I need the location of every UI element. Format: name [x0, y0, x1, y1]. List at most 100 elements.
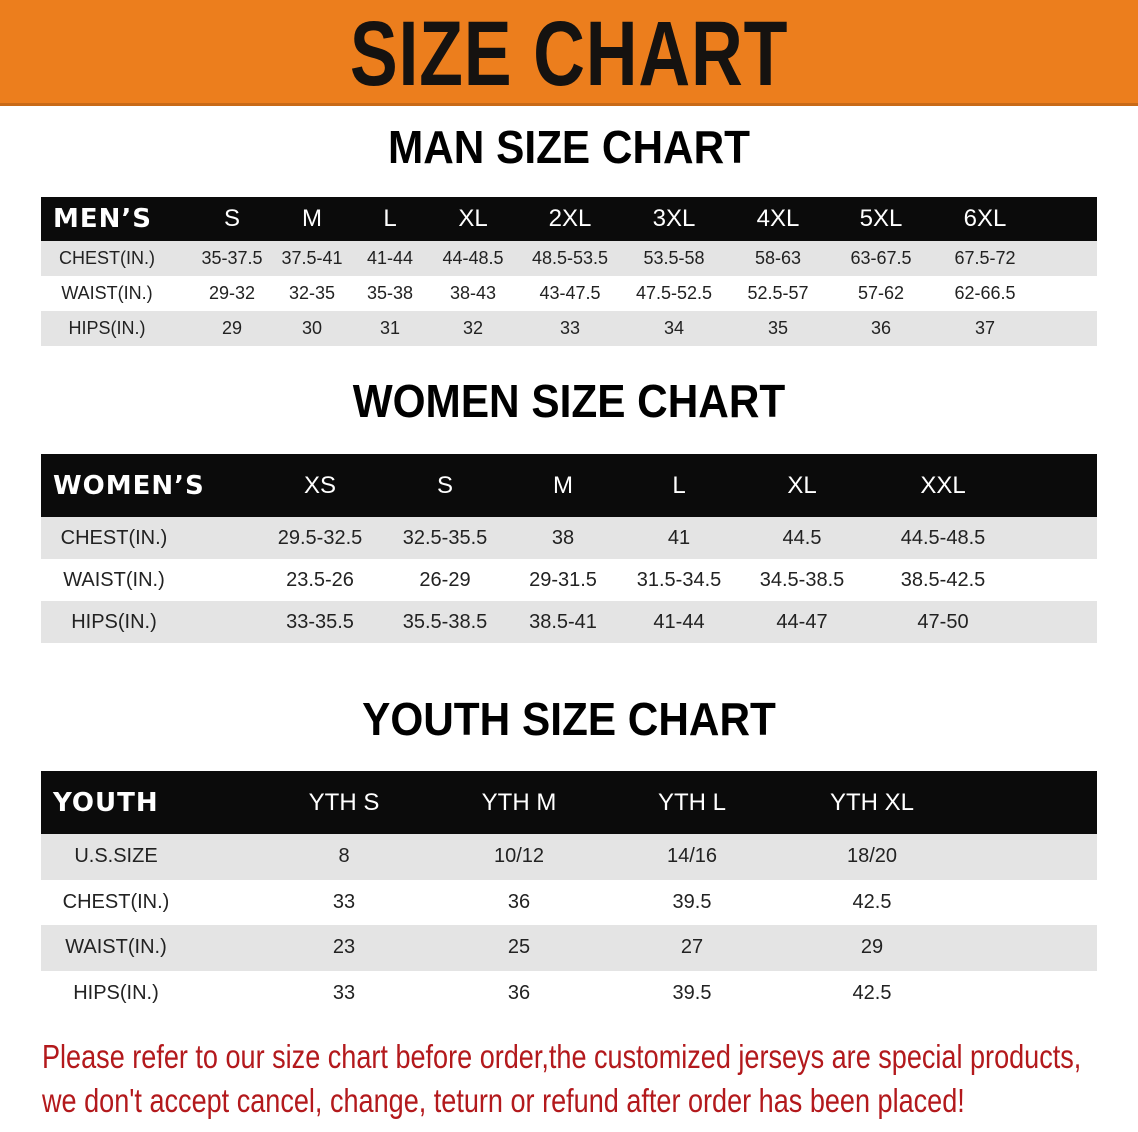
measurement-value: 41-44: [653, 610, 705, 633]
size-header: L: [672, 471, 686, 499]
measurement-label: U.S.SIZE: [74, 845, 158, 868]
size-header: 3XL: [652, 205, 696, 232]
measurement-value: 14/16: [666, 845, 718, 868]
measurement-value: 32: [462, 318, 484, 338]
size-header: YTH M: [481, 788, 557, 816]
table-row: WAIST(IN.) 29-32 32-35 35-38 38-43 43-47.5 47.…: [41, 276, 1097, 311]
measurement-value: 43-47.5: [539, 283, 601, 303]
measurement-value: 47.5-52.5: [635, 283, 713, 303]
measurement-value: 35-37.5: [201, 248, 263, 268]
measurement-value: 32-35: [288, 283, 336, 303]
size-header: 2XL: [548, 205, 592, 232]
size-header: 6XL: [963, 205, 1007, 232]
measurement-value: 27: [680, 936, 704, 959]
measurement-value: 26-29: [419, 568, 471, 591]
measurement-value: 29.5-32.5: [277, 526, 363, 549]
measurement-value: 42.5: [852, 981, 892, 1004]
measurement-value: 36: [870, 318, 892, 338]
size-header: YTH L: [657, 788, 727, 816]
measurement-value: 18/20: [846, 845, 898, 868]
measurement-label: WAIST(IN.): [61, 283, 153, 303]
measurement-value: 37: [974, 318, 996, 338]
measurement-value: 23: [332, 936, 356, 959]
women-size-table: WOMEN’S XS S M L XL XXL CHEST(IN.) 29.5-32.5 32.5…: [41, 454, 1097, 643]
size-header: S: [223, 205, 241, 232]
measurement-value: 44.5-48.5: [900, 526, 986, 549]
measurement-value: 10/12: [493, 845, 545, 868]
measurement-value: 41-44: [366, 248, 414, 268]
measurement-value: 67.5-72: [954, 248, 1016, 268]
measurement-value: 33: [332, 981, 356, 1004]
header-label: MEN’S: [53, 204, 152, 234]
measurement-label: HIPS(IN.): [71, 610, 157, 633]
measurement-value: 63-67.5: [850, 248, 912, 268]
youth-section-title: YOUTH SIZE CHART: [362, 693, 776, 745]
measurement-value: 29-32: [208, 283, 256, 303]
table-row: CHEST(IN.) 33 36 39.5 42.5: [41, 879, 1097, 925]
measurement-value: 30: [301, 318, 323, 338]
measurement-value: 29-31.5: [529, 568, 597, 591]
size-header: YTH XL: [829, 788, 915, 816]
measurement-value: 35: [767, 318, 789, 338]
measurement-label: WAIST(IN.): [65, 936, 167, 959]
table-row: HIPS(IN.) 33-35.5 35.5-38.5 38.5-41 41-44 44-…: [41, 601, 1097, 643]
measurement-label: CHEST(IN.): [60, 526, 168, 549]
youth-header-row: YOUTH YTH S YTH M YTH L YTH XL: [41, 771, 1097, 834]
table-row: WAIST(IN.) 23.5-26 26-29 29-31.5 31.5-34.5 34…: [41, 559, 1097, 601]
size-header: S: [436, 471, 454, 499]
measurement-value: 52.5-57: [747, 283, 809, 303]
measurement-value: 32.5-35.5: [402, 526, 488, 549]
measurement-value: 47-50: [917, 610, 969, 633]
banner-title: SIZE CHART: [349, 3, 789, 105]
header-label: YOUTH: [53, 787, 159, 818]
men-header-row: MEN’S S M L XL 2XL 3XL 4XL 5XL 6XL: [41, 197, 1097, 241]
size-header: M: [302, 205, 322, 232]
measurement-value: 44.5: [782, 526, 822, 549]
measurement-label: CHEST(IN.): [59, 248, 155, 268]
header-label: WOMEN’S: [53, 470, 205, 501]
measurement-value: 35.5-38.5: [402, 610, 488, 633]
measurement-value: 31.5-34.5: [636, 568, 722, 591]
youth-size-table: YOUTH YTH S YTH M YTH L YTH XL U.S.SIZE 8 10/12…: [41, 771, 1097, 1016]
notice-line-1: Please refer to our size chart before or…: [42, 1038, 1082, 1075]
measurement-value: 38-43: [449, 283, 497, 303]
measurement-value: 25: [507, 936, 531, 959]
size-header: XL: [458, 205, 488, 232]
size-chart-banner: SIZE CHART: [0, 0, 1138, 106]
measurement-value: 42.5: [852, 890, 892, 913]
measurement-value: 34: [663, 318, 685, 338]
table-row: HIPS(IN.) 29 30 31 32 33 34 35 36 37: [41, 311, 1097, 346]
table-row: CHEST(IN.) 29.5-32.5 32.5-35.5 38 41 44.5 44.5…: [41, 517, 1097, 559]
size-header: YTH S: [308, 788, 380, 816]
measurement-value: 36: [507, 890, 531, 913]
size-header: XS: [303, 471, 337, 499]
measurement-label: WAIST(IN.): [63, 568, 165, 591]
measurement-value: 37.5-41: [281, 248, 343, 268]
measurement-value: 23.5-26: [286, 568, 354, 591]
measurement-value: 35-38: [366, 283, 414, 303]
measurement-value: 38.5-42.5: [900, 568, 986, 591]
table-row: U.S.SIZE 8 10/12 14/16 18/20: [41, 834, 1097, 880]
measurement-value: 38.5-41: [529, 610, 597, 633]
size-header: XL: [787, 471, 817, 499]
measurement-value: 41: [667, 526, 691, 549]
measurement-value: 33: [559, 318, 581, 338]
measurement-value: 29: [860, 936, 884, 959]
men-size-table: MEN’S S M L XL 2XL 3XL 4XL 5XL 6XL CHEST(IN.) 35-37…: [41, 197, 1097, 346]
measurement-value: 8: [338, 845, 350, 868]
measurement-value: 31: [379, 318, 401, 338]
measurement-value: 33: [332, 890, 356, 913]
size-header: 4XL: [756, 205, 800, 232]
measurement-value: 44-48.5: [442, 248, 504, 268]
table-row: CHEST(IN.) 35-37.5 37.5-41 41-44 44-48.5 48.5…: [41, 241, 1097, 276]
measurement-value: 62-66.5: [954, 283, 1016, 303]
women-header-row: WOMEN’S XS S M L XL XXL: [41, 454, 1097, 517]
size-header: 5XL: [859, 205, 903, 232]
measurement-value: 39.5: [672, 981, 712, 1004]
measurement-value: 29: [221, 318, 243, 338]
size-header: M: [553, 471, 573, 499]
measurement-label: HIPS(IN.): [73, 981, 159, 1004]
measurement-value: 44-47: [776, 610, 828, 633]
measurement-value: 33-35.5: [286, 610, 354, 633]
table-row: WAIST(IN.) 23 25 27 29: [41, 925, 1097, 971]
